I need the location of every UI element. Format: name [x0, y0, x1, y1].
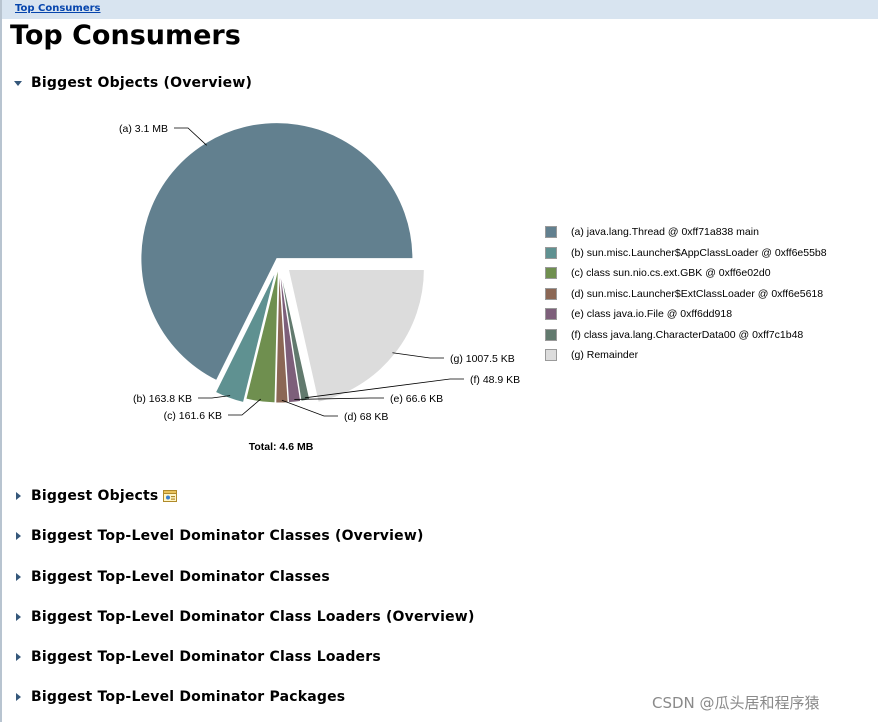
breadcrumb: Top Consumers — [2, 0, 878, 19]
legend-item-b: (b) sun.misc.Launcher$AppClassLoader @ 0… — [545, 243, 827, 264]
legend-item-a: (a) java.lang.Thread @ 0xff71a838 main — [545, 222, 827, 243]
legend-label: (g) Remainder — [571, 349, 639, 362]
pie-slice-g[interactable] — [287, 268, 425, 403]
section-label: Biggest Objects (Overview) — [31, 75, 253, 91]
legend-item-d: (d) sun.misc.Launcher$ExtClassLoader @ 0… — [545, 284, 827, 305]
section-label: Biggest Top-Level Dominator Class Loader… — [31, 649, 381, 665]
section-label: Biggest Top-Level Dominator Classes — [31, 569, 330, 585]
section-biggest-objects-overview[interactable]: Biggest Objects (Overview) — [12, 73, 252, 93]
slice-label-b: (b) 163.8 KB — [133, 393, 192, 405]
legend-label: (b) sun.misc.Launcher$AppClassLoader @ 0… — [571, 246, 827, 259]
section-biggest-objects[interactable]: Biggest Objects — [12, 486, 178, 506]
slice-label-g: (g) 1007.5 KB — [450, 353, 515, 365]
legend-label: (e) class java.io.File @ 0xff6dd918 — [571, 308, 733, 321]
legend-item-g: (g) Remainder — [545, 345, 827, 366]
legend-label: (f) class java.lang.CharacterData00 @ 0x… — [571, 328, 804, 341]
legend-swatch — [545, 226, 557, 239]
chevron-right-icon — [16, 573, 21, 581]
page-title: Top Consumers — [10, 20, 241, 51]
slice-label-e: (e) 66.6 KB — [390, 393, 443, 405]
legend-swatch — [545, 287, 557, 300]
section-dominator-packages[interactable]: Biggest Top-Level Dominator Packages — [12, 687, 345, 707]
chevron-right-icon — [16, 613, 21, 621]
legend-label: (c) class sun.nio.cs.ext.GBK @ 0xff6e02d… — [571, 267, 771, 280]
section-label: Biggest Top-Level Dominator Class Loader… — [31, 609, 475, 625]
legend-swatch — [545, 308, 557, 321]
legend-item-c: (c) class sun.nio.cs.ext.GBK @ 0xff6e02d… — [545, 263, 827, 284]
chevron-right-icon — [16, 492, 21, 500]
chevron-down-icon — [14, 81, 22, 86]
legend-item-f: (f) class java.lang.CharacterData00 @ 0x… — [545, 325, 827, 346]
chevron-right-icon — [16, 653, 21, 661]
watermark: CSDN @瓜头居和程序猿 — [652, 694, 820, 712]
leader-line-a — [174, 127, 207, 146]
leader-line-g — [392, 352, 444, 359]
legend-swatch — [545, 246, 557, 259]
legend-swatch — [545, 349, 557, 362]
pie-slice-a[interactable] — [140, 122, 414, 382]
section-dominator-class-loaders[interactable]: Biggest Top-Level Dominator Class Loader… — [12, 647, 381, 667]
object-list-icon[interactable] — [163, 490, 178, 502]
slice-label-a: (a) 3.1 MB — [119, 123, 168, 135]
leader-line-f — [304, 378, 464, 399]
breadcrumb-link-top-consumers[interactable]: Top Consumers — [15, 3, 101, 14]
leader-line-c — [228, 398, 261, 416]
slice-label-d: (d) 68 KB — [344, 411, 388, 423]
legend-item-e: (e) class java.io.File @ 0xff6dd918 — [545, 304, 827, 325]
leader-line-e — [294, 397, 384, 400]
leader-line-d — [281, 399, 338, 417]
pie-slice-f[interactable] — [279, 266, 311, 402]
legend-swatch — [545, 267, 557, 280]
slice-label-c: (c) 161.6 KB — [164, 410, 222, 422]
section-label: Biggest Objects — [31, 488, 159, 504]
section-dominator-classes[interactable]: Biggest Top-Level Dominator Classes — [12, 567, 330, 587]
section-label: Biggest Top-Level Dominator Packages — [31, 689, 346, 705]
section-dominator-classes-overview[interactable]: Biggest Top-Level Dominator Classes (Ove… — [12, 526, 424, 546]
chart-total-label: Total: 4.6 MB — [249, 441, 314, 453]
section-label: Biggest Top-Level Dominator Classes (Ove… — [31, 528, 424, 544]
chevron-right-icon — [16, 532, 21, 540]
legend-label: (a) java.lang.Thread @ 0xff71a838 main — [571, 226, 759, 239]
leader-line-b — [198, 395, 231, 399]
chart-legend: (a) java.lang.Thread @ 0xff71a838 main (b… — [545, 222, 827, 366]
left-border — [0, 0, 2, 722]
chevron-right-icon — [16, 693, 21, 701]
pie-slice-b[interactable] — [214, 270, 277, 404]
section-dominator-class-loaders-overview[interactable]: Biggest Top-Level Dominator Class Loader… — [12, 607, 475, 627]
pie-chart: (a) 3.1 MB (b) 163.8 KB (c) 161.6 KB (d) 68… — [119, 122, 520, 453]
pie-slice-c[interactable] — [245, 266, 279, 404]
legend-swatch — [545, 328, 557, 341]
legend-label: (d) sun.misc.Launcher$ExtClassLoader @ 0… — [571, 287, 824, 300]
slice-label-f: (f) 48.9 KB — [470, 374, 520, 386]
